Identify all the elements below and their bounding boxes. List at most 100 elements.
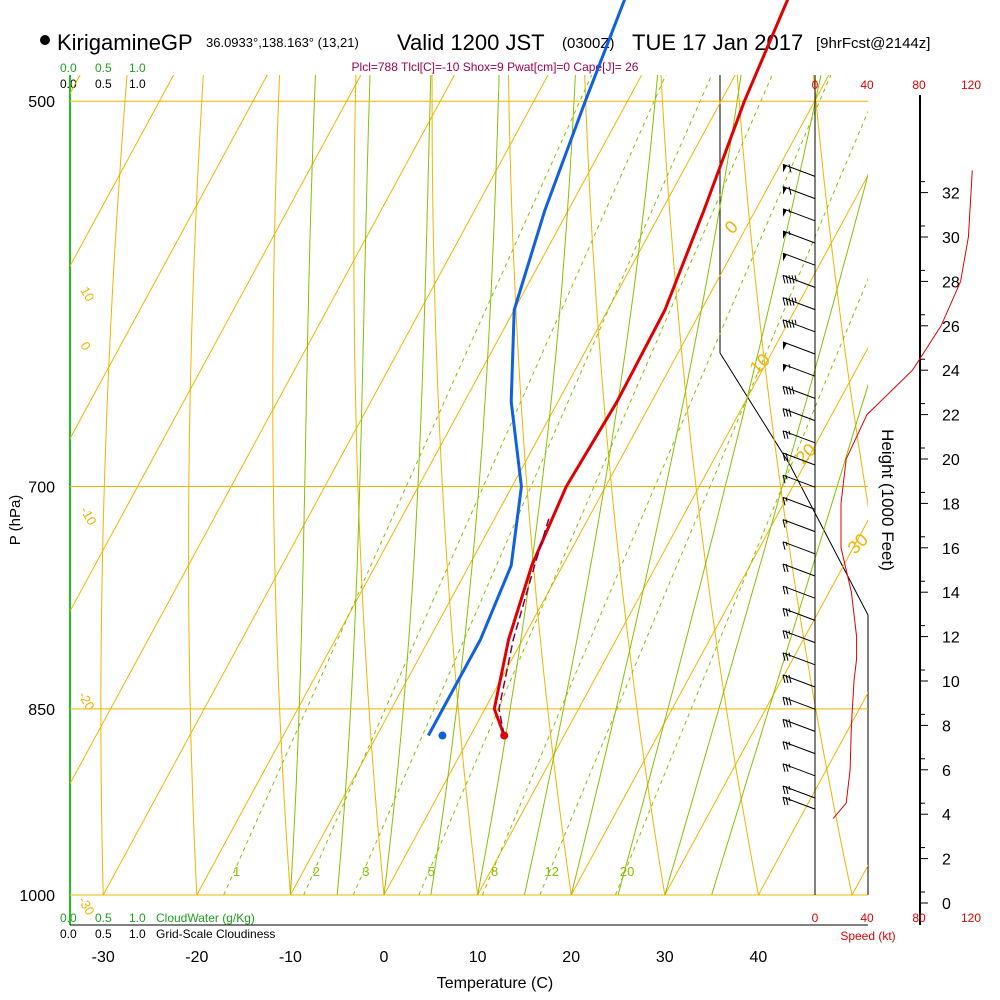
parcel-profile-line	[498, 518, 550, 736]
cloud-top-black-2: 1.0	[129, 77, 146, 91]
isotherm-line	[0, 0, 309, 895]
x-tick-label: -10	[279, 949, 302, 966]
dry-adiabat-line	[813, 75, 868, 508]
x-tick-label: -30	[92, 949, 115, 966]
cloud-top-green-1: 0.5	[95, 61, 112, 75]
wind-panel-edge	[719, 352, 869, 895]
wind-barb	[782, 696, 816, 710]
x-tick-label: 20	[562, 949, 580, 966]
mixing-ratio-line	[481, 75, 832, 895]
height-tick-label: 22	[942, 408, 960, 425]
wind-speed-profile	[832, 170, 973, 819]
cloud-bottom-green-1: 0.5	[95, 911, 112, 925]
valid-label: Valid 1200 JST	[397, 30, 545, 55]
dry-adiabat-line	[850, 0, 1000, 895]
surface-dewpoint-point	[438, 731, 447, 740]
mixing-ratio-label: 8	[491, 864, 498, 879]
wind-barb	[782, 630, 816, 644]
cloud-bottom-black-2: 1.0	[129, 927, 146, 941]
stats-line: Plcl=788 Tlcl[C]=-10 Shox=9 Pwat[cm]=0 C…	[352, 60, 639, 74]
cloud-bottom-green-0: 0.0	[60, 911, 77, 925]
wind-barb	[782, 341, 816, 355]
wind-barb	[782, 385, 816, 399]
mixing-ratio-label: 20	[620, 864, 634, 879]
mixing-ratio-label: 1	[233, 864, 240, 879]
header: KirigamineGP 36.0933°,138.163° (13,21) V…	[40, 30, 930, 55]
x-axis-label: Temperature (C)	[437, 975, 553, 992]
sounding-series	[427, 0, 790, 740]
dry-adiabat-line	[736, 75, 853, 895]
dry-adiabat-line	[976, 0, 1000, 895]
moist-adiabat-line	[617, 75, 822, 895]
x-tick-label: 30	[656, 949, 674, 966]
wind-barb	[782, 274, 816, 288]
height-tick-label: 12	[942, 630, 960, 647]
isotherm-label: 10	[746, 350, 774, 378]
wind-speed-line	[832, 170, 973, 819]
x-tick-label: 10	[469, 949, 487, 966]
moist-adiabat-line	[477, 75, 576, 895]
height-tick-label: 30	[942, 230, 960, 247]
cloud-bottom-black-0: 0.0	[60, 927, 77, 941]
isotherm-line	[70, 75, 268, 440]
moist-adiabat-line	[336, 75, 371, 895]
moist-adiabat-line	[664, 173, 868, 895]
dry-adiabat-line	[353, 75, 385, 895]
moist-adiabat-line	[570, 75, 742, 895]
valid-utc: (0300Z)	[562, 35, 615, 52]
speed-tick-bottom: 80	[912, 911, 926, 925]
moist-adiabat-line	[711, 383, 868, 895]
isotherm-label: -10	[77, 504, 99, 528]
mixing-ratio-labels: 1 2 3 5 8 12 20	[233, 864, 634, 879]
dry-adiabat-line	[100, 75, 128, 895]
x-tick-label: -20	[185, 949, 208, 966]
pressure-tick-label: 850	[28, 702, 55, 719]
height-tick-label: 32	[942, 186, 960, 203]
isotherm-line	[477, 174, 868, 895]
cloud-scale-top: 0.0 0.5 1.0 0.0 0.5 1.0	[60, 61, 146, 91]
x-tick-label: 40	[750, 949, 768, 966]
height-tick-label: 6	[942, 763, 951, 780]
pressure-tick-label: 700	[28, 480, 55, 497]
wind-barb	[782, 607, 816, 621]
isotherm-label: 30	[844, 530, 872, 558]
pressure-axis: 2503004005007008501000	[19, 94, 55, 905]
height-tick-label: 20	[942, 452, 960, 469]
valid-date: TUE 17 Jan 2017	[632, 30, 803, 55]
temperature-profile-line	[492, 0, 790, 737]
height-tick-label: 18	[942, 496, 960, 513]
height-tick-label: 16	[942, 541, 960, 558]
wind-barb	[782, 541, 816, 555]
speed-tick-top: 120	[961, 78, 981, 92]
surface-temperature-point	[500, 731, 509, 740]
moist-adiabat-line	[523, 75, 659, 895]
wind-barbs	[782, 163, 816, 810]
wind-barb	[782, 563, 816, 577]
mixing-ratio-line	[303, 75, 667, 895]
wind-barb	[782, 785, 816, 799]
isotherm-label: 0	[721, 217, 742, 238]
height-tick-label: 26	[942, 319, 960, 336]
isotherm-line	[851, 864, 868, 895]
wind-barb	[782, 319, 816, 333]
cloud-water-label: CloudWater (g/Kg)	[156, 911, 255, 925]
dry-adiabat-line	[660, 75, 759, 895]
cloud-top-green-0: 0.0	[60, 61, 77, 75]
height-tick-label: 10	[942, 674, 960, 691]
moist-adiabat-line	[383, 75, 432, 895]
height-tick-label: 14	[942, 585, 960, 602]
height-tick-label: 2	[942, 852, 951, 869]
station-name: KirigamineGP	[57, 30, 193, 55]
mixing-ratio-label: 3	[362, 864, 369, 879]
cloudiness-label: Grid-Scale Cloudiness	[156, 927, 275, 941]
x-tick-label: 0	[380, 949, 389, 966]
wind-barb	[782, 452, 816, 466]
speed-axis-label: Speed (kt)	[840, 929, 895, 943]
wind-barb	[782, 741, 816, 755]
wind-barb	[782, 430, 816, 444]
wind-barb	[782, 186, 816, 200]
isotherm-line	[570, 346, 868, 895]
